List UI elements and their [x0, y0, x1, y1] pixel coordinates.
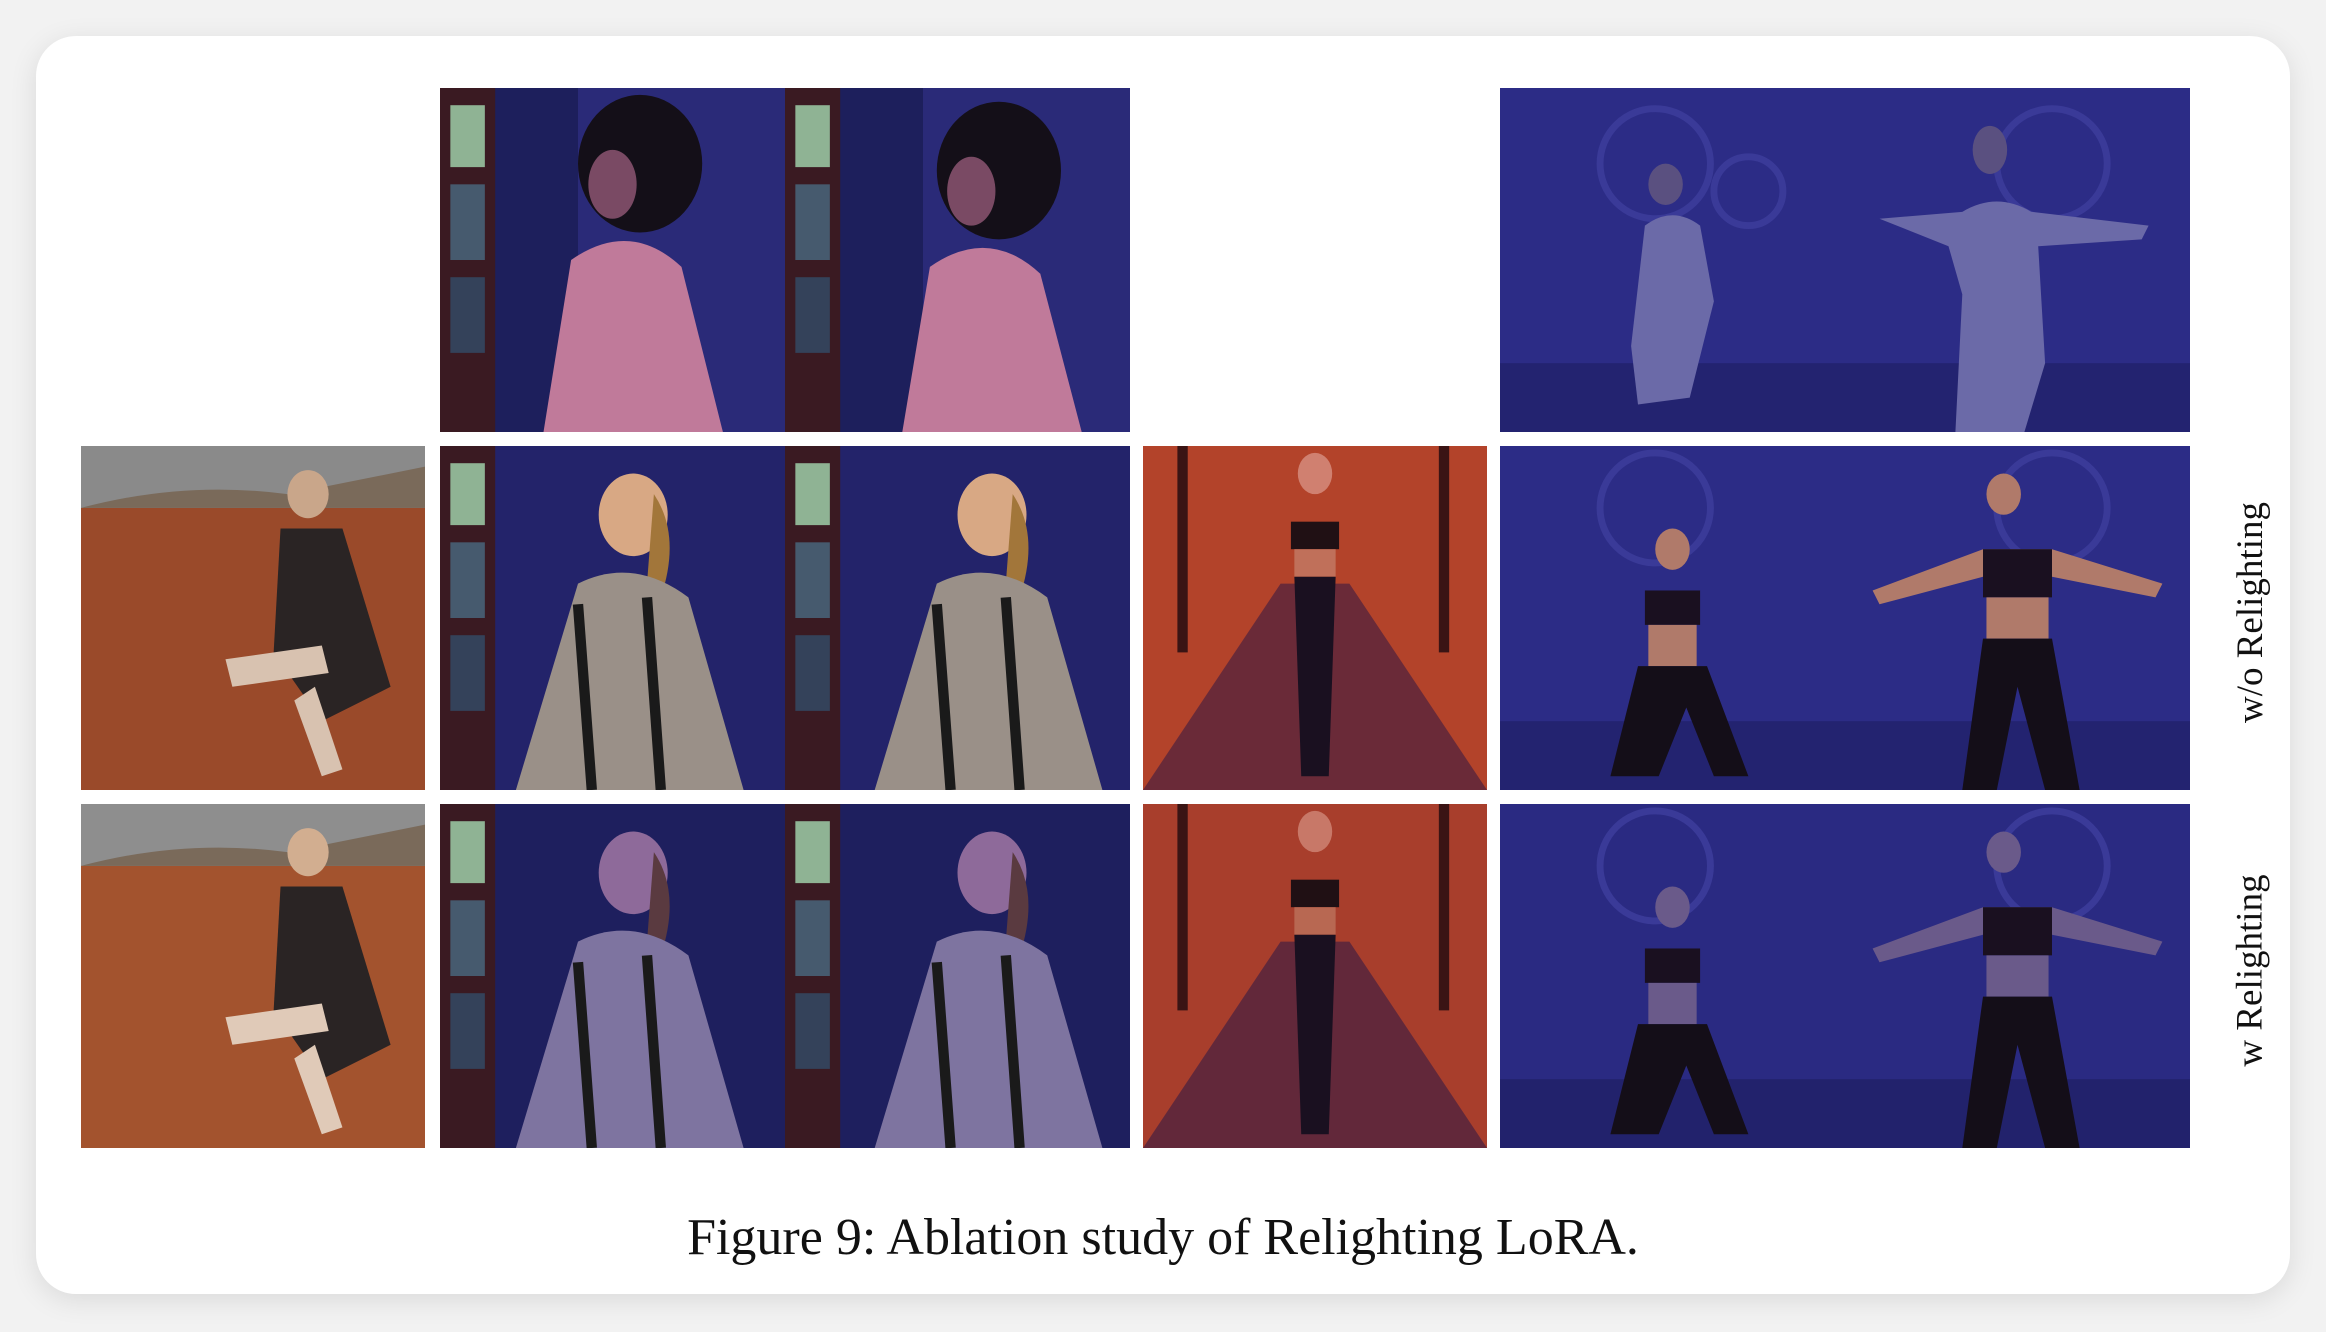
gym-corridor-woman-w-relighting	[1143, 804, 1487, 1148]
woman-in-gym-corridor-photo-icon	[1143, 446, 1487, 790]
bedroom-blonde-frame-1-w-relighting	[440, 804, 785, 1148]
bedroom-curly-hair-frame-1	[440, 88, 785, 432]
row-label-without-relighting: w/o Relighting	[2225, 432, 2275, 792]
graffiti-wall-dancer-frame-1	[1500, 88, 1845, 432]
dancer-before-graffiti-wall-photo-icon	[1500, 804, 1845, 1148]
woman-in-gym-corridor-photo-icon	[1143, 804, 1487, 1148]
graffiti-wall-dancer-frame-1-wo-relighting	[1500, 446, 1845, 790]
row-label-without-relighting-text: w/o Relighting	[2229, 501, 2271, 723]
dancer-before-graffiti-wall-photo-icon	[1500, 446, 1845, 790]
desert-rock-woman-w-relighting	[81, 804, 425, 1148]
row-label-with-relighting-text: w Relighting	[2229, 873, 2271, 1067]
bedroom-blonde-frame-2-wo-relighting	[785, 446, 1130, 790]
woman-in-bedroom-photo-icon	[440, 88, 785, 432]
woman-in-bedroom-photo-icon	[785, 804, 1130, 1148]
bedroom-blonde-frame-1-wo-relighting	[440, 446, 785, 790]
woman-in-bedroom-photo-icon	[785, 446, 1130, 790]
woman-in-bedroom-photo-icon	[440, 804, 785, 1148]
gym-corridor-woman-wo-relighting	[1143, 446, 1487, 790]
woman-in-bedroom-photo-icon	[440, 446, 785, 790]
graffiti-wall-dancer-frame-2	[1845, 88, 2190, 432]
dancer-before-graffiti-wall-photo-icon	[1845, 446, 2190, 790]
woman-on-desert-rock-photo-icon	[81, 446, 425, 790]
bedroom-curly-hair-frame-2	[785, 88, 1130, 432]
graffiti-wall-dancer-frame-2-wo-relighting	[1845, 446, 2190, 790]
row-label-with-relighting: w Relighting	[2225, 790, 2275, 1150]
dancer-before-graffiti-wall-photo-icon	[1845, 804, 2190, 1148]
woman-in-bedroom-photo-icon	[785, 88, 1130, 432]
graffiti-wall-dancer-frame-1-w-relighting	[1500, 804, 1845, 1148]
figure-caption: Figure 9: Ablation study of Relighting L…	[687, 1209, 1639, 1266]
graffiti-wall-dancer-frame-2-w-relighting	[1845, 804, 2190, 1148]
woman-on-desert-rock-photo-icon	[81, 804, 425, 1148]
bedroom-blonde-frame-2-w-relighting	[785, 804, 1130, 1148]
dancer-before-graffiti-wall-photo-icon	[1845, 88, 2190, 432]
desert-rock-woman-wo-relighting	[81, 446, 425, 790]
dancer-before-graffiti-wall-photo-icon	[1500, 88, 1845, 432]
